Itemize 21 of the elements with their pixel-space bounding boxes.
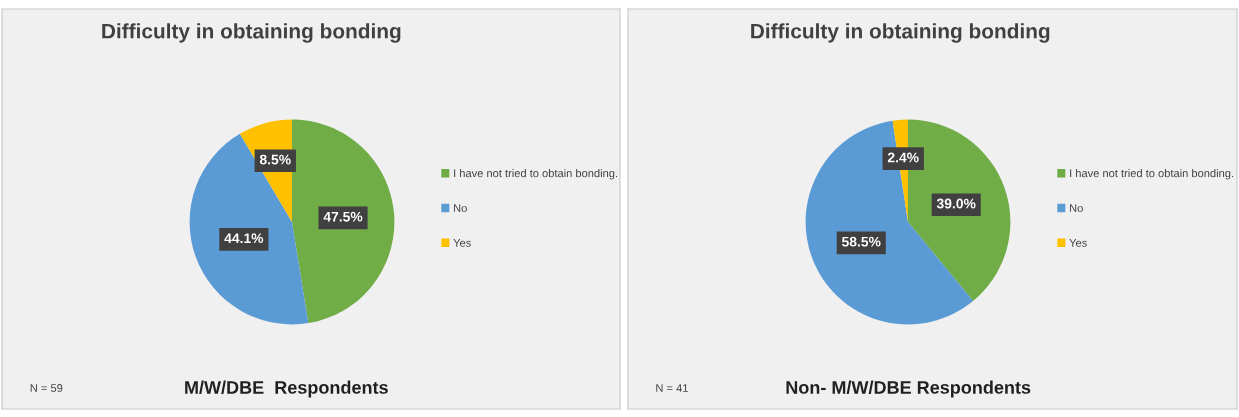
data-label: 39.0% (936, 198, 976, 209)
legend-label: No (1070, 204, 1083, 212)
data-label: 47.5% (323, 211, 363, 222)
pie-slice (805, 120, 974, 325)
text: N = 59 (30, 384, 63, 392)
chart-title: Difficulty in obtaining bonding (751, 23, 1050, 43)
text: M/W/DBE Respondents (185, 380, 388, 398)
legend-label: I have not tried to obtain bonding. (1070, 169, 1234, 180)
pie-slice (292, 119, 395, 324)
data-label: 58.5% (841, 236, 881, 247)
legend-label: Yes (453, 239, 471, 247)
chart-title: Difficulty in obtaining bonding (102, 23, 401, 43)
text: Non- M/W/DBE Respondents (786, 380, 1031, 398)
legend-label: I have not tried to obtain bonding. (454, 169, 618, 180)
data-label: 2.4% (887, 152, 919, 163)
legend-label: Yes (1069, 239, 1087, 247)
data-label: 8.5% (259, 154, 291, 165)
data-label: 44.1% (224, 233, 264, 244)
pie-slice (189, 133, 309, 325)
legend-label: No (454, 204, 467, 212)
text: N = 41 (656, 384, 688, 392)
